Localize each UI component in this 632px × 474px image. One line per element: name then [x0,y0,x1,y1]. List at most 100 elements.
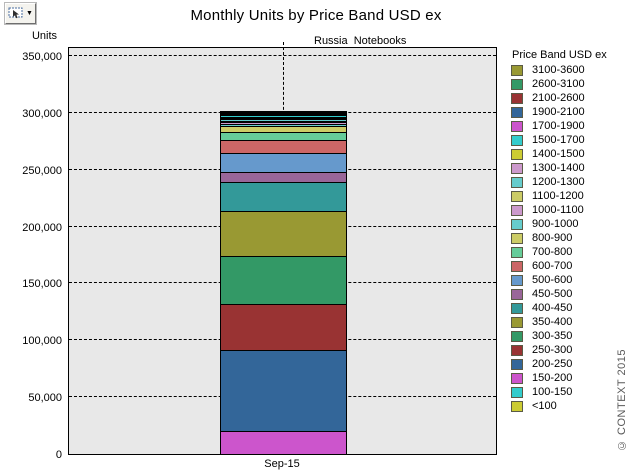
legend-swatch [511,288,523,300]
copyright-watermark: © CONTEXT 2015 [616,349,628,451]
legend-swatch [511,246,523,258]
legend-swatch [511,92,523,104]
legend-item: 900-1000 [511,217,607,231]
legend-item-label: 1700-1900 [532,120,585,132]
legend-item: 100-150 [511,385,607,399]
legend-item: 1400-1500 [511,147,607,161]
legend-item-label: 800-900 [532,232,573,244]
legend-item: 450-500 [511,287,607,301]
legend-swatch [511,78,523,90]
y-tick-label: 0 [55,449,62,461]
legend-item-label: 700-800 [532,246,573,258]
legend-swatch [511,120,523,132]
dropdown-arrow-icon: ▼ [26,10,33,17]
legend-item-label: 2100-2600 [532,92,585,104]
legend-item: 1300-1400 [511,161,607,175]
x-category-label: Sep-15 [264,458,300,470]
legend-title: Price Band USD ex [512,49,607,61]
legend-item-label: 1900-2100 [532,106,585,118]
y-tick-label: 250,000 [22,164,62,177]
y-tick-label: 150,000 [22,278,62,291]
legend-item: 350-400 [511,315,607,329]
y-tick-label: 300,000 [22,107,62,120]
legend-item: 1500-1700 [511,133,607,147]
legend-item: 3100-3600 [511,63,607,77]
legend-item: 1700-1900 [511,119,607,133]
gridline [69,55,496,56]
legend-swatch [511,190,523,202]
bar-segment-1700-1900 [220,114,347,116]
legend-swatch [511,400,523,412]
legend-swatch [511,386,523,398]
legend-item-label: 900-1000 [532,218,579,230]
legend-swatch [511,330,523,342]
legend-item: 1200-1300 [511,175,607,189]
legend-item-label: 1000-1100 [532,204,584,216]
legend-item: 1000-1100 [511,203,607,217]
legend-item-label: 250-300 [532,344,573,356]
legend-item-label: 200-250 [532,358,573,370]
legend-swatch [511,260,523,272]
bar-segment-400-450 [220,182,347,212]
legend-item: 600-700 [511,259,607,273]
legend-item: 400-450 [511,301,607,315]
legend-item: 250-300 [511,343,607,357]
legend-item-label: 400-450 [532,302,573,314]
legend-item-label: 1400-1500 [532,148,585,160]
chart-title: Monthly Units by Price Band USD ex [190,7,442,24]
legend-item-label: 300-350 [532,330,573,342]
legend-item-label: 600-700 [532,260,573,272]
legend-item: 150-200 [511,371,607,385]
legend-item-label: 350-400 [532,316,573,328]
legend-item: 2600-3100 [511,77,607,91]
bar-segment-2600-3100 [220,111,347,113]
legend-item: <100 [511,399,607,413]
legend-item-label: 150-200 [532,372,573,384]
chart-options-button[interactable]: ▼ [5,3,36,24]
legend-item-label: 500-600 [532,274,573,286]
legend-items: 3100-3600 2600-3100 2100-2600 1900-2100 1700… [511,63,607,413]
legend-swatch [511,134,523,146]
legend-item: 1900-2100 [511,105,607,119]
legend-item-label: 100-150 [532,386,573,398]
legend-swatch [511,232,523,244]
legend: Price Band USD ex 3100-3600 2600-3100 2100… [511,49,607,413]
legend-swatch [511,204,523,216]
bar-segment-700-800 [220,132,347,141]
chart-subtitle: Russia Notebooks [314,35,407,47]
legend-swatch [511,64,523,76]
y-tick-label: 350,000 [22,51,62,63]
bar-segment-350-400 [220,211,347,257]
bar-segment-600-700 [220,140,347,153]
legend-item-label: 1100-1200 [532,190,584,202]
bar-segment-800-900 [220,125,347,133]
legend-swatch [511,358,523,370]
chart-tool-icon [8,7,24,20]
plot-area [68,42,497,455]
y-axis-label: Units [31,30,57,42]
y-tick-label: 200,000 [22,221,62,234]
bar-segment-200-250 [220,349,347,432]
bar-segment-3100-3600 [220,110,347,112]
legend-swatch [511,162,523,174]
bar-segment-1100-1200 [220,120,347,122]
legend-item-label: 3100-3600 [532,64,585,76]
legend-item-label: 1300-1400 [532,162,585,174]
bar-segment-1000-1100 [220,121,347,124]
bar-segment-1300-1400 [220,117,347,119]
legend-item: 700-800 [511,245,607,259]
bar-segment-450-500 [220,172,347,183]
legend-swatch [511,344,523,356]
legend-item: 800-900 [511,231,607,245]
legend-swatch [511,218,523,230]
bar-segment-1900-2100 [220,113,347,115]
legend-item: 2100-2600 [511,91,607,105]
legend-item: 300-350 [511,329,607,343]
legend-swatch [511,302,523,314]
bar-segment-1200-1300 [220,118,347,121]
bar-segment-2100-2600 [220,112,347,114]
legend-swatch [511,176,523,188]
legend-item-label: <100 [532,400,557,412]
legend-swatch [511,274,523,286]
